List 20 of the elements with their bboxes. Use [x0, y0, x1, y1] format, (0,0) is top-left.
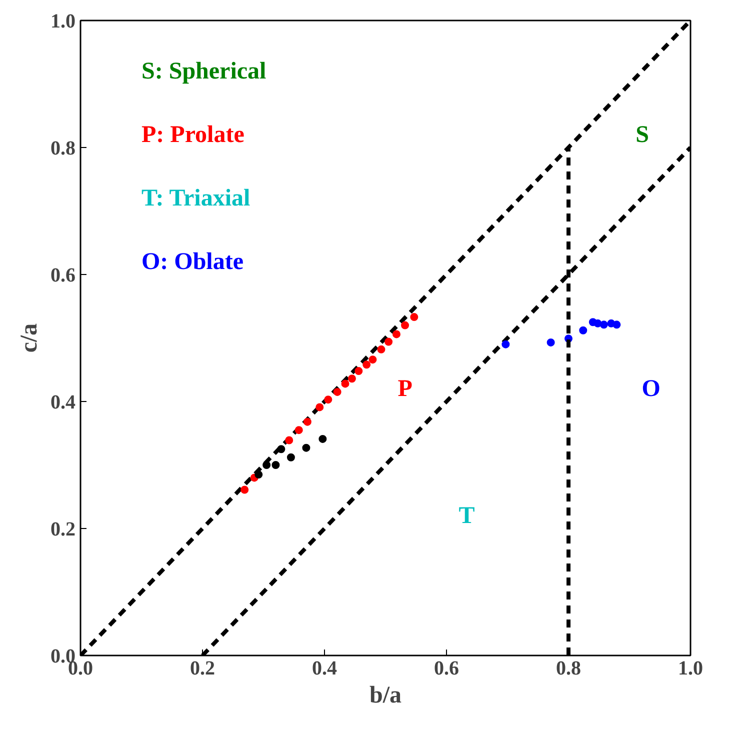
x-tick-label: 0.4 [312, 658, 337, 680]
annotation: S: Spherical [142, 58, 267, 84]
x-axis-title: b/a [369, 682, 402, 708]
y-tick-label: 0.8 [50, 138, 76, 160]
y-tick-label: 0.2 [50, 518, 76, 540]
y-tick-label: 0.6 [50, 264, 76, 286]
x-tick-label: 0.2 [190, 658, 215, 680]
x-tick-label: 1.0 [678, 658, 703, 680]
y-tick-label: 0.4 [50, 392, 76, 414]
annotation: P [398, 376, 412, 402]
annotation: P: Prolate [142, 122, 245, 148]
x-tick-label: 0.8 [556, 658, 581, 680]
y-tick-label: 1.0 [50, 10, 76, 32]
annotation: O [642, 376, 660, 402]
annotation: S [636, 122, 649, 148]
x-tick-label: 0.6 [434, 658, 459, 680]
annotation: O: Oblate [142, 248, 244, 275]
y-axis-title: c/a [16, 323, 42, 353]
annotation: T [458, 502, 475, 529]
annotation: T: Triaxial [142, 185, 250, 212]
